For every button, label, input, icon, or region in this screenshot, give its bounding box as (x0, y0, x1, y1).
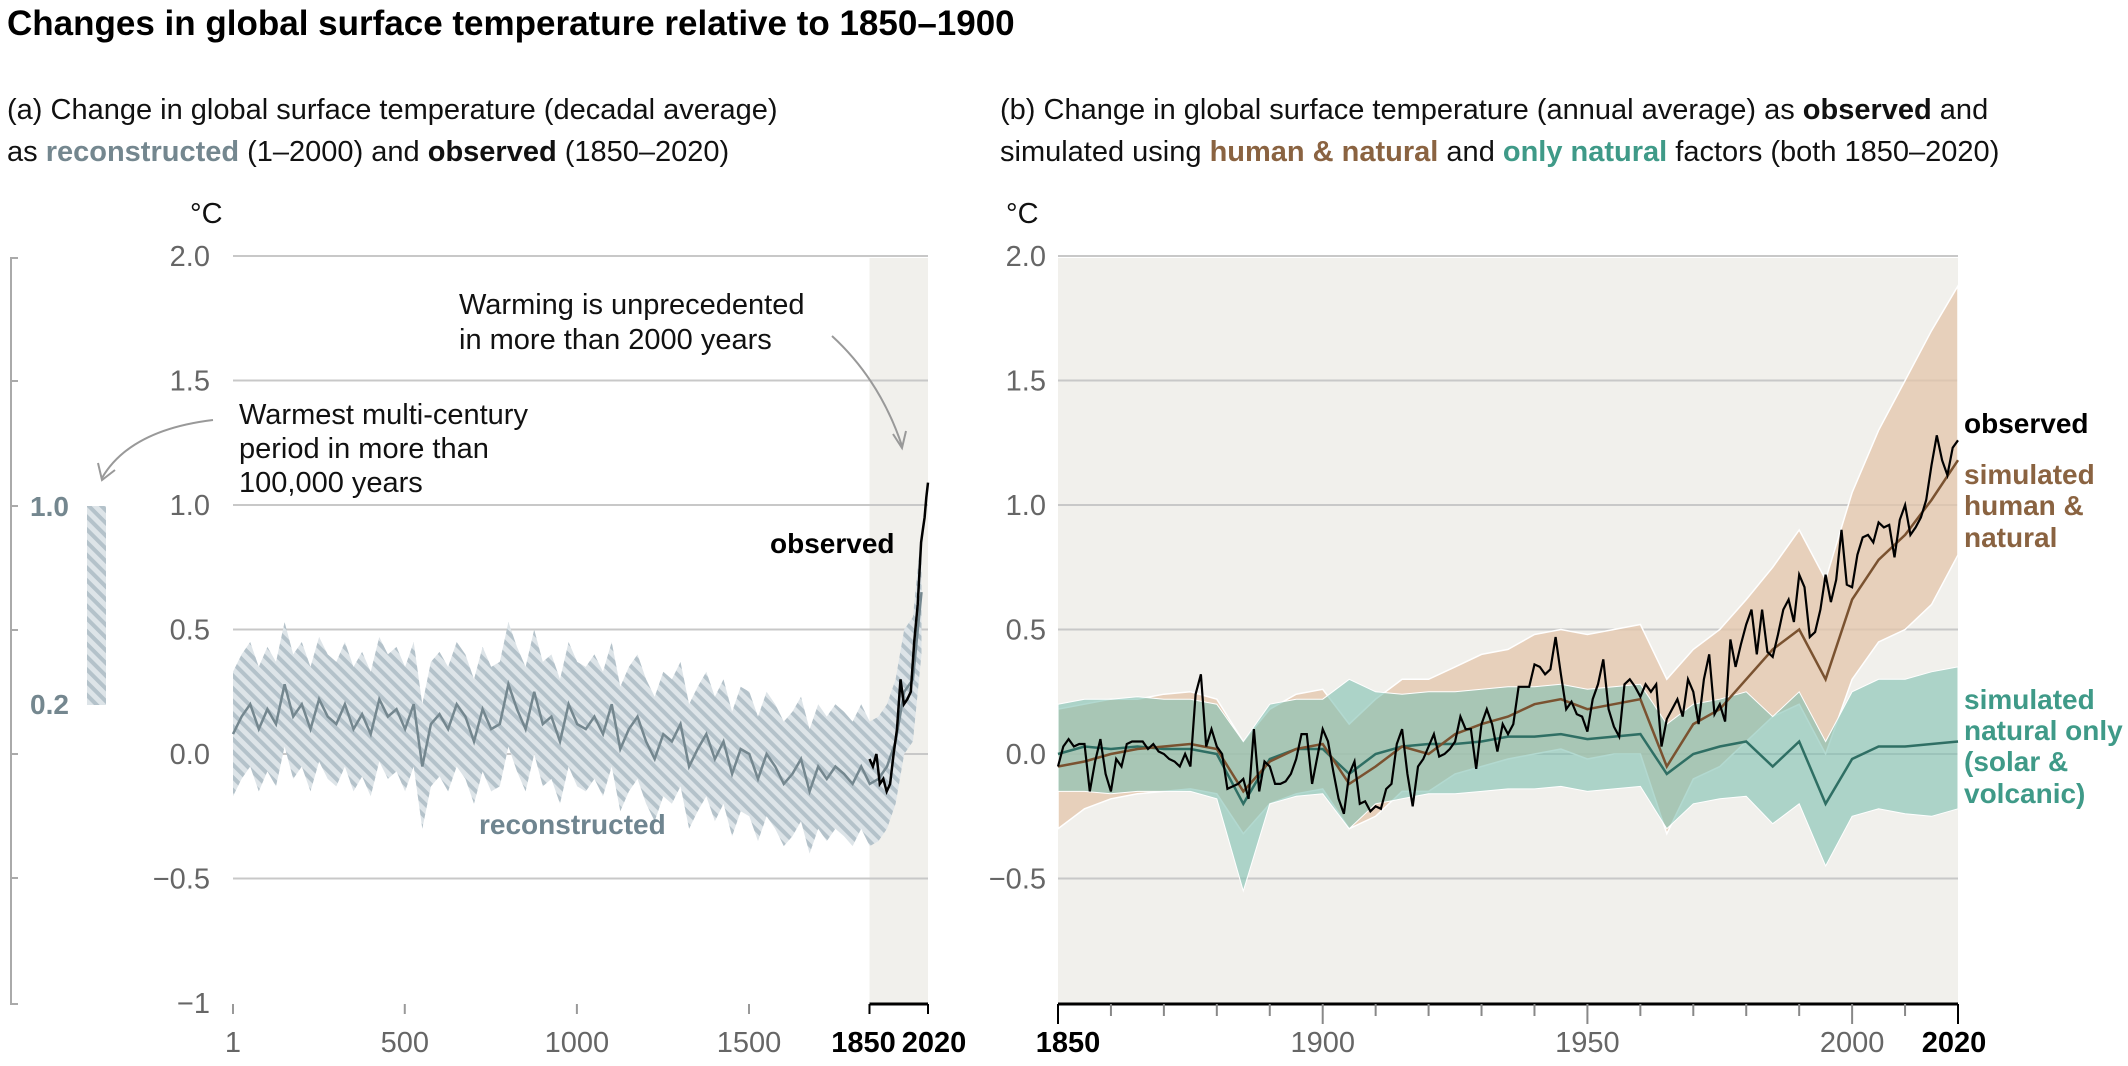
x-tick-label: 1000 (545, 1027, 610, 1059)
y-tick-label: −0.5 (153, 864, 210, 896)
subtitle-text: and (1932, 94, 1988, 126)
human-natural-line (1057, 459, 1960, 794)
subtitle-text: (1850–2020) (557, 136, 730, 168)
y-tick-label: 2.0 (1006, 241, 1046, 273)
panel-b-chart: 2.0 1.5 1.0 0.5 0.0 −0.5 1850 1900 1950 2000 2020 (989, 241, 1987, 1059)
x-tick-label: 1 (225, 1027, 241, 1059)
panel-a-subtitle-line2: as reconstructed (1–2000) and observed (… (7, 136, 729, 168)
panel-a-chart: 2.01.51.00.50.0−0.5−11 500 1000 1500 1850 202… (153, 241, 967, 1059)
subtitle-natural-only: only natural (1503, 136, 1667, 168)
x-tick-label: 2000 (1820, 1027, 1885, 1059)
reconstructed-line (231, 591, 923, 796)
annotation-text: Warmest multi-century (239, 399, 528, 431)
observed-line (868, 482, 930, 796)
subtitle-text: and (1438, 136, 1503, 168)
legend-natural: natural only (1964, 715, 2123, 746)
observed-line (1056, 435, 1959, 815)
annotation-text: Warming is unprecedented (459, 289, 805, 321)
annotation-warmest: Warmest multi-century period in more tha… (97, 399, 528, 499)
legend-natural: (solar & (1964, 746, 2068, 777)
legend-human-natural: simulated (1964, 459, 2095, 490)
legend-observed: observed (1964, 408, 2089, 439)
x-tick-label: 1900 (1290, 1027, 1355, 1059)
panel-b-unit-label: °C (1006, 198, 1039, 230)
subtitle-text: factors (both 1850–2020) (1667, 136, 1999, 168)
y-tick-label: 2.0 (170, 241, 210, 273)
x-tick-label: 1500 (717, 1027, 782, 1059)
panel-b-legend: observed simulated human & natural simul… (1964, 408, 2123, 809)
x-tick-label: 1850 (831, 1027, 896, 1059)
annotation-text: 100,000 years (239, 467, 423, 499)
annotation-warming: Warming is unprecedented in more than 20… (459, 289, 907, 451)
panel-a-reconstructed-label: reconstructed (479, 809, 666, 840)
x-tick-label: 1950 (1555, 1027, 1620, 1059)
annotation-text: in more than 2000 years (459, 324, 772, 356)
side-bar-range (87, 506, 106, 705)
y-tick-label: 0.5 (1006, 615, 1046, 647)
subtitle-observed: observed (428, 136, 557, 168)
legend-natural: simulated (1964, 684, 2095, 715)
subtitle-human-natural: human & natural (1210, 136, 1439, 168)
annotation-arrow (831, 335, 903, 447)
figure-title: Changes in global surface temperature re… (7, 4, 1015, 43)
panel-a-observed-label: observed (770, 528, 895, 559)
y-tick-label: −1 (177, 988, 210, 1020)
y-tick-label: 1.0 (170, 490, 210, 522)
legend-human-natural: human & (1964, 490, 2084, 521)
x-tick-label: 500 (381, 1027, 429, 1059)
subtitle-reconstructed: reconstructed (46, 136, 239, 168)
arrow-head-icon (892, 430, 907, 451)
x-tick-label: 1850 (1036, 1027, 1101, 1059)
panel-b-subtitle-line2: simulated using human & natural and only… (1000, 136, 1999, 168)
side-bracket (10, 257, 18, 1005)
y-tick-label: 0.0 (1006, 739, 1046, 771)
subtitle-text: as (7, 136, 46, 168)
subtitle-observed: observed (1803, 94, 1932, 126)
legend-natural: volcanic) (1964, 778, 2085, 809)
y-tick-label: 1.5 (1006, 366, 1046, 398)
subtitle-text: (b) Change in global surface temperature… (1000, 94, 1803, 126)
y-tick-label: 0.0 (170, 739, 210, 771)
x-tick-label: 2020 (902, 1027, 967, 1059)
panel-a-unit-label: °C (190, 198, 223, 230)
subtitle-text: simulated using (1000, 136, 1210, 168)
y-tick-label: 0.5 (170, 615, 210, 647)
natural-line (1057, 732, 1959, 807)
side-bar-label-top: 1.0 (30, 491, 69, 522)
reconstructed-band (233, 529, 922, 854)
legend-human-natural: natural (1964, 522, 2057, 553)
arrow-head-icon (97, 462, 116, 482)
side-bar-label-bottom: 0.2 (30, 689, 69, 720)
annotation-text: period in more than (239, 433, 489, 465)
warmest-period-bar: 1.0 0.2 (10, 257, 106, 1005)
annotation-arrow (101, 419, 214, 479)
y-tick-label: −0.5 (989, 864, 1046, 896)
x-tick-label: 2020 (1922, 1027, 1987, 1059)
panel-b-subtitle-line1: (b) Change in global surface temperature… (1000, 94, 1988, 126)
y-tick-label: 1.0 (1006, 490, 1046, 522)
panel-a-subtitle-line1: (a) Change in global surface temperature… (7, 94, 778, 126)
y-tick-label: 1.5 (170, 366, 210, 398)
natural-band (1057, 666, 1959, 893)
subtitle-text: (1–2000) and (239, 136, 428, 168)
